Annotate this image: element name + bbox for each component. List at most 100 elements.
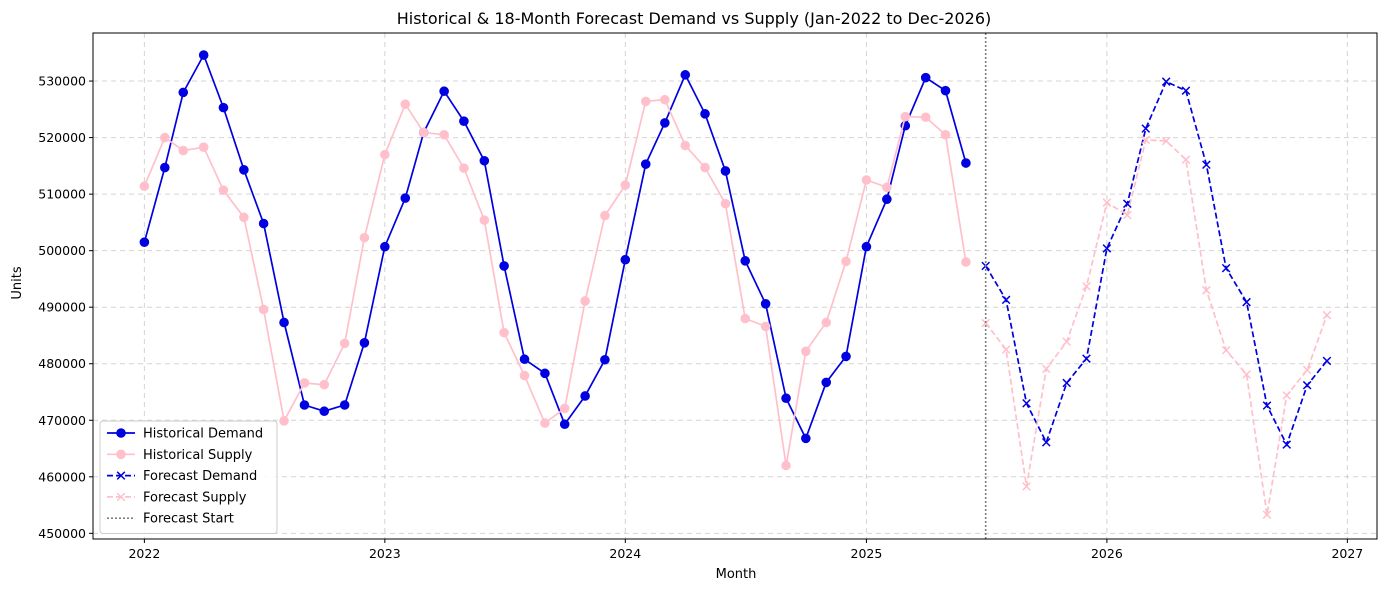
x-tick-label: 2026 — [1091, 546, 1123, 561]
data-point-forecast-supply — [1322, 310, 1332, 320]
x-tick-label: 2027 — [1331, 546, 1363, 561]
data-point-historical-demand — [540, 368, 550, 379]
data-point-historical-demand — [940, 85, 951, 96]
data-point-historical-supply — [861, 175, 872, 185]
data-point-forecast-supply — [1181, 155, 1191, 164]
data-point-historical-demand — [620, 254, 631, 265]
data-point-historical-supply — [841, 256, 851, 267]
data-point-historical-demand — [239, 165, 249, 175]
data-point-historical-supply — [359, 232, 370, 243]
data-point-historical-demand — [160, 162, 170, 173]
data-point-historical-demand — [861, 241, 872, 252]
y-tick-label: 510000 — [38, 187, 86, 202]
legend-marker — [116, 428, 126, 438]
data-point-historical-demand — [640, 159, 651, 169]
legend-marker — [116, 492, 126, 502]
data-point-forecast-demand — [1302, 380, 1312, 390]
x-axis-label: Month — [716, 567, 757, 582]
series-line-historical-demand — [143, 52, 967, 441]
series-forecast-supply — [981, 135, 1332, 520]
data-point-forecast-supply — [1041, 364, 1051, 374]
data-point-historical-demand — [740, 256, 751, 266]
data-point-historical-supply — [319, 379, 330, 390]
data-point-forecast-demand — [1161, 77, 1171, 86]
data-point-forecast-demand — [1202, 160, 1211, 170]
data-point-historical-demand — [720, 166, 731, 176]
data-point-historical-demand — [700, 109, 710, 119]
data-point-historical-demand — [258, 218, 269, 229]
axis-ticks: 2022 2023 2024 2025 2026 2027 450000 460000 4700… — [38, 74, 1363, 561]
plot-frame — [92, 32, 1378, 540]
data-point-historical-demand — [198, 50, 209, 60]
legend: Historical Demand Historical Supply Foreca… — [99, 420, 278, 534]
data-point-historical-demand — [319, 406, 330, 417]
x-tick-label: 2022 — [128, 546, 160, 561]
data-point-forecast-supply — [1161, 136, 1171, 146]
data-point-historical-supply — [380, 149, 390, 160]
data-point-historical-supply — [760, 321, 771, 332]
y-tick-label: 490000 — [38, 300, 86, 315]
data-point-historical-supply — [540, 418, 550, 428]
legend-label: Forecast Start — [143, 512, 234, 527]
data-point-historical-supply — [781, 460, 791, 471]
data-point-historical-supply — [720, 198, 731, 209]
data-point-historical-supply — [920, 112, 931, 123]
y-tick-label: 460000 — [38, 469, 86, 484]
data-point-historical-supply — [258, 304, 269, 315]
data-point-forecast-supply — [1262, 510, 1272, 520]
data-point-historical-supply — [279, 416, 289, 426]
data-point-historical-demand — [580, 391, 590, 401]
data-point-historical-supply — [218, 185, 229, 195]
data-point-forecast-supply — [1242, 370, 1251, 379]
data-point-historical-demand — [600, 354, 610, 365]
data-point-historical-supply — [400, 99, 411, 110]
data-point-forecast-supply — [1022, 482, 1031, 491]
data-point-forecast-supply — [1202, 285, 1211, 295]
data-point-forecast-demand — [1062, 378, 1072, 388]
data-point-forecast-demand — [1181, 86, 1191, 95]
y-tick-label: 470000 — [38, 413, 86, 428]
data-point-historical-demand — [359, 338, 370, 348]
data-point-forecast-demand — [1022, 398, 1031, 408]
legend-item-forecast-supply: Forecast Supply — [107, 490, 247, 505]
data-point-historical-supply — [559, 403, 570, 414]
data-point-historical-supply — [299, 378, 310, 388]
data-point-historical-demand — [781, 393, 791, 404]
data-point-forecast-supply — [1001, 345, 1011, 354]
data-point-historical-demand — [499, 261, 509, 271]
legend-label: Forecast Demand — [143, 469, 257, 484]
data-point-historical-supply — [580, 296, 590, 306]
data-point-historical-supply — [239, 212, 249, 223]
data-point-historical-supply — [439, 129, 449, 140]
data-point-historical-demand — [479, 155, 490, 166]
y-tick-label: 480000 — [38, 356, 86, 371]
data-point-historical-demand — [760, 299, 771, 309]
data-point-historical-demand — [459, 116, 469, 126]
data-point-historical-demand — [961, 158, 971, 168]
data-point-forecast-supply — [1221, 345, 1231, 355]
data-point-forecast-supply — [1102, 198, 1112, 207]
x-tick-label: 2025 — [851, 546, 883, 561]
data-point-historical-supply — [821, 317, 832, 328]
data-point-historical-supply — [198, 142, 209, 153]
series-historical-supply — [139, 94, 971, 471]
grid — [93, 33, 1377, 539]
data-point-historical-supply — [680, 140, 691, 151]
series-line-historical-supply — [143, 98, 967, 466]
chart-title: Historical & 18-Month Forecast Demand vs… — [397, 9, 992, 28]
data-point-historical-demand — [400, 193, 411, 203]
data-point-historical-supply — [882, 182, 892, 193]
legend-marker — [116, 471, 126, 480]
data-point-forecast-demand — [1141, 124, 1151, 133]
data-point-historical-demand — [841, 351, 851, 362]
data-point-forecast-demand — [1242, 297, 1251, 307]
y-axis-label: Units — [10, 266, 25, 299]
series-line-forecast-demand — [984, 80, 1328, 447]
data-point-forecast-demand — [1102, 244, 1112, 253]
series-forecast-demand — [981, 77, 1332, 449]
x-tick-label: 2024 — [609, 546, 641, 561]
plot-series — [139, 33, 1332, 539]
legend-item-historical-supply: Historical Supply — [107, 448, 253, 463]
data-point-historical-supply — [940, 129, 951, 140]
y-tick-label: 450000 — [38, 526, 86, 541]
